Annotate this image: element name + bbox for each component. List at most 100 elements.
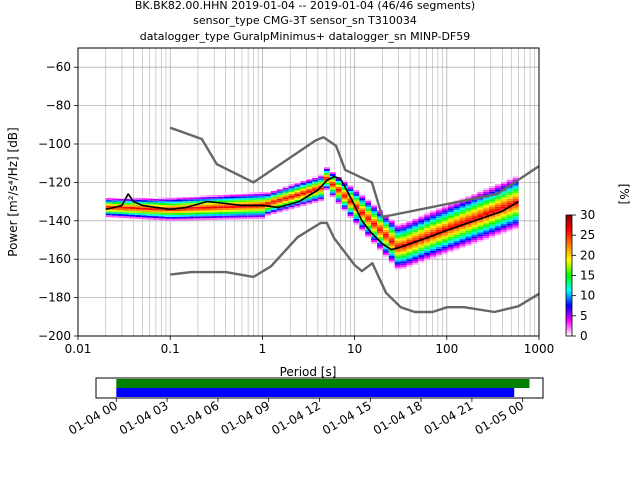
density-cell	[188, 216, 195, 219]
density-cell	[152, 200, 159, 203]
density-cell	[170, 201, 177, 204]
density-cell	[353, 215, 360, 217]
density-cell	[394, 265, 401, 268]
density-cell	[477, 190, 484, 193]
timeline-tick-label: 01-04 18	[371, 398, 425, 437]
density-cell	[406, 224, 413, 227]
density-cell	[477, 215, 484, 218]
density-cell	[282, 203, 289, 205]
density-cell	[276, 204, 283, 207]
density-cell	[217, 210, 224, 213]
density-cell	[294, 180, 301, 183]
density-cell	[282, 185, 289, 188]
density-cell	[400, 230, 407, 233]
density-cell	[282, 208, 289, 211]
density-cell	[412, 228, 419, 231]
density-cell	[418, 235, 425, 238]
density-cell	[453, 246, 460, 249]
density-cell	[211, 217, 218, 220]
density-cell	[259, 205, 265, 208]
density-cell	[494, 214, 501, 217]
density-cell	[318, 191, 324, 194]
density-cell	[459, 240, 466, 243]
density-cell	[400, 253, 407, 256]
density-cell	[270, 192, 277, 195]
density-cell	[447, 217, 454, 220]
density-cell	[494, 183, 501, 186]
density-cell	[459, 234, 466, 237]
colorbar-gradient	[565, 214, 573, 337]
density-cell	[483, 193, 490, 196]
density-cell	[135, 197, 142, 200]
density-cell	[424, 212, 431, 215]
density-cell	[430, 220, 436, 223]
chart-title-line-2: sensor_type CMG-3T sensor_sn T310034	[193, 14, 417, 27]
density-cell	[200, 212, 207, 215]
density-cell	[435, 206, 442, 209]
density-cell	[489, 235, 495, 238]
density-cell	[435, 218, 442, 221]
density-cell	[329, 187, 336, 190]
density-cell	[394, 262, 401, 264]
density-cell	[412, 257, 419, 260]
density-cell	[353, 220, 360, 223]
density-cell	[489, 199, 495, 202]
density-cell	[235, 207, 242, 210]
density-cell	[123, 208, 130, 211]
density-cell	[430, 254, 436, 257]
density-cell	[453, 229, 460, 232]
density-cell	[424, 247, 431, 250]
density-cell	[294, 190, 301, 193]
density-cell	[259, 216, 265, 219]
density-cell	[341, 189, 348, 192]
density-cell	[347, 192, 354, 195]
density-cell	[359, 225, 366, 228]
density-cell	[477, 205, 484, 208]
density-cell	[341, 182, 348, 185]
density-cell	[382, 254, 389, 257]
density-cell	[447, 238, 454, 241]
density-cell	[494, 220, 501, 223]
density-cell	[400, 236, 407, 239]
density-cell	[471, 221, 478, 223]
density-cell	[294, 186, 301, 189]
density-cell	[229, 200, 236, 203]
density-cell	[235, 215, 242, 218]
density-cell	[418, 255, 425, 257]
density-cell	[400, 244, 407, 246]
density-cell	[306, 196, 313, 199]
density-cell	[235, 194, 242, 197]
density-cell	[329, 170, 336, 173]
density-cell	[382, 233, 389, 236]
density-cell	[194, 197, 201, 200]
density-cell	[135, 207, 142, 210]
density-cell	[359, 227, 366, 230]
density-cell	[512, 206, 519, 209]
density-cell	[264, 198, 271, 201]
density-cell	[323, 184, 330, 187]
density-cell	[506, 204, 513, 207]
density-cell	[371, 230, 378, 233]
density-cell	[359, 192, 366, 195]
density-cell	[394, 237, 401, 239]
density-cell	[170, 209, 177, 212]
density-cell	[459, 225, 466, 228]
density-cell	[400, 220, 407, 223]
density-cell	[400, 224, 407, 227]
density-cell	[500, 185, 507, 188]
density-cell	[406, 259, 413, 262]
density-cell	[176, 211, 183, 213]
density-cell	[500, 216, 507, 219]
density-cell	[483, 232, 490, 235]
density-cell	[359, 217, 366, 220]
density-cell	[430, 210, 436, 213]
density-cell	[382, 249, 389, 252]
x-tick-label: 0.1	[161, 342, 180, 356]
density-cell	[406, 228, 413, 231]
density-cell	[506, 191, 513, 194]
density-cell	[170, 197, 177, 200]
density-cell	[512, 204, 519, 207]
density-cell	[365, 202, 372, 205]
density-cell	[483, 226, 490, 229]
density-cell	[394, 235, 401, 238]
